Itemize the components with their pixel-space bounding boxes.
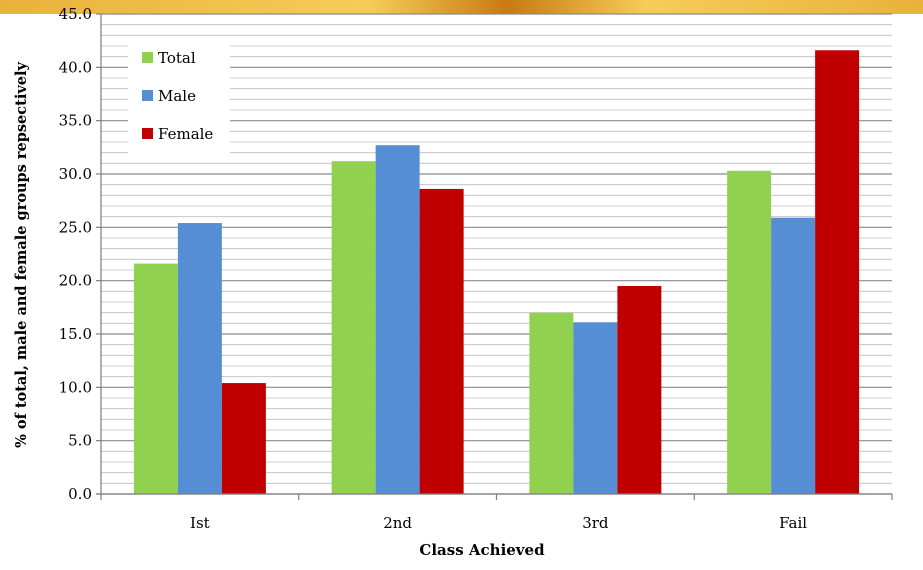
- y-tick-label: 5.0: [68, 432, 92, 450]
- legend-label-total: Total: [158, 49, 196, 67]
- bar-male-ist: [177, 223, 222, 495]
- bar-total-3rd: [529, 312, 574, 494]
- x-tick-label: 3rd: [582, 514, 609, 532]
- legend: Total Male Female: [128, 42, 230, 154]
- bars: [133, 50, 860, 495]
- y-tick-label: 35.0: [59, 112, 92, 130]
- y-tick-label: 0.0: [68, 485, 92, 503]
- legend-swatch-total: [142, 52, 153, 63]
- y-tick-label: 45.0: [59, 5, 92, 23]
- bar-male-fail: [771, 217, 816, 494]
- legend-label-female: Female: [158, 125, 213, 143]
- legend-swatch-female: [142, 128, 153, 139]
- y-tick-label: 15.0: [59, 325, 92, 343]
- bar-male-3rd: [573, 322, 618, 494]
- y-tick-label: 10.0: [59, 378, 92, 396]
- y-tick-label: 25.0: [59, 218, 92, 236]
- bar-female-2nd: [419, 188, 464, 494]
- y-tick-label: 40.0: [59, 58, 92, 76]
- legend-label-male: Male: [158, 87, 196, 105]
- bar-total-2nd: [331, 161, 376, 494]
- x-tick-label: 2nd: [383, 514, 412, 532]
- y-tick-label: 20.0: [59, 272, 92, 290]
- axes: [96, 13, 893, 500]
- x-tick-label: Fail: [779, 514, 807, 532]
- bar-total-ist: [133, 263, 178, 494]
- bar-female-3rd: [617, 286, 662, 494]
- x-axis-title: Class Achieved: [419, 541, 545, 559]
- bar-male-2nd: [375, 145, 420, 494]
- legend-swatch-male: [142, 90, 153, 101]
- bar-female-fail: [815, 50, 860, 495]
- bar-female-ist: [221, 383, 266, 494]
- x-tick-label: Ist: [190, 514, 210, 532]
- header-banner: [0, 0, 923, 14]
- bar-total-fail: [727, 170, 772, 495]
- y-axis-title: % of total, male and female groups repse…: [13, 62, 30, 448]
- y-tick-label: 30.0: [59, 165, 92, 183]
- tick-labels: Ist 2nd 3rd Fail 0.0 5.0 10.0 15.0 20.0 25.0 30.0 3…: [59, 5, 808, 532]
